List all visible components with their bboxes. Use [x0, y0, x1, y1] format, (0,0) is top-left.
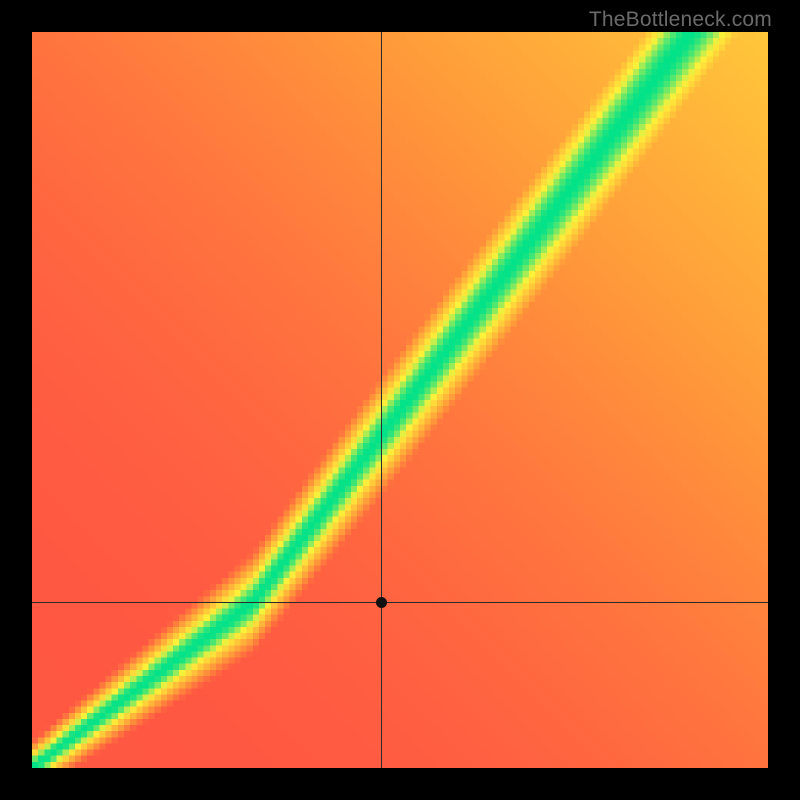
watermark-text: TheBottleneck.com	[589, 8, 772, 32]
crosshair-vertical	[381, 32, 382, 768]
heatmap-plot-area	[32, 32, 768, 768]
crosshair-horizontal	[32, 602, 768, 603]
crosshair-marker-dot	[376, 597, 387, 608]
heatmap-canvas	[32, 32, 768, 768]
